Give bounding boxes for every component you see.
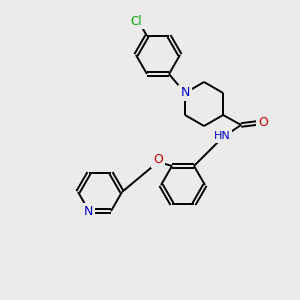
Text: N: N [180,86,190,100]
Text: N: N [83,205,93,218]
Text: O: O [258,116,268,130]
Text: O: O [153,153,163,167]
Text: Cl: Cl [130,15,142,28]
Text: HN: HN [214,131,230,141]
